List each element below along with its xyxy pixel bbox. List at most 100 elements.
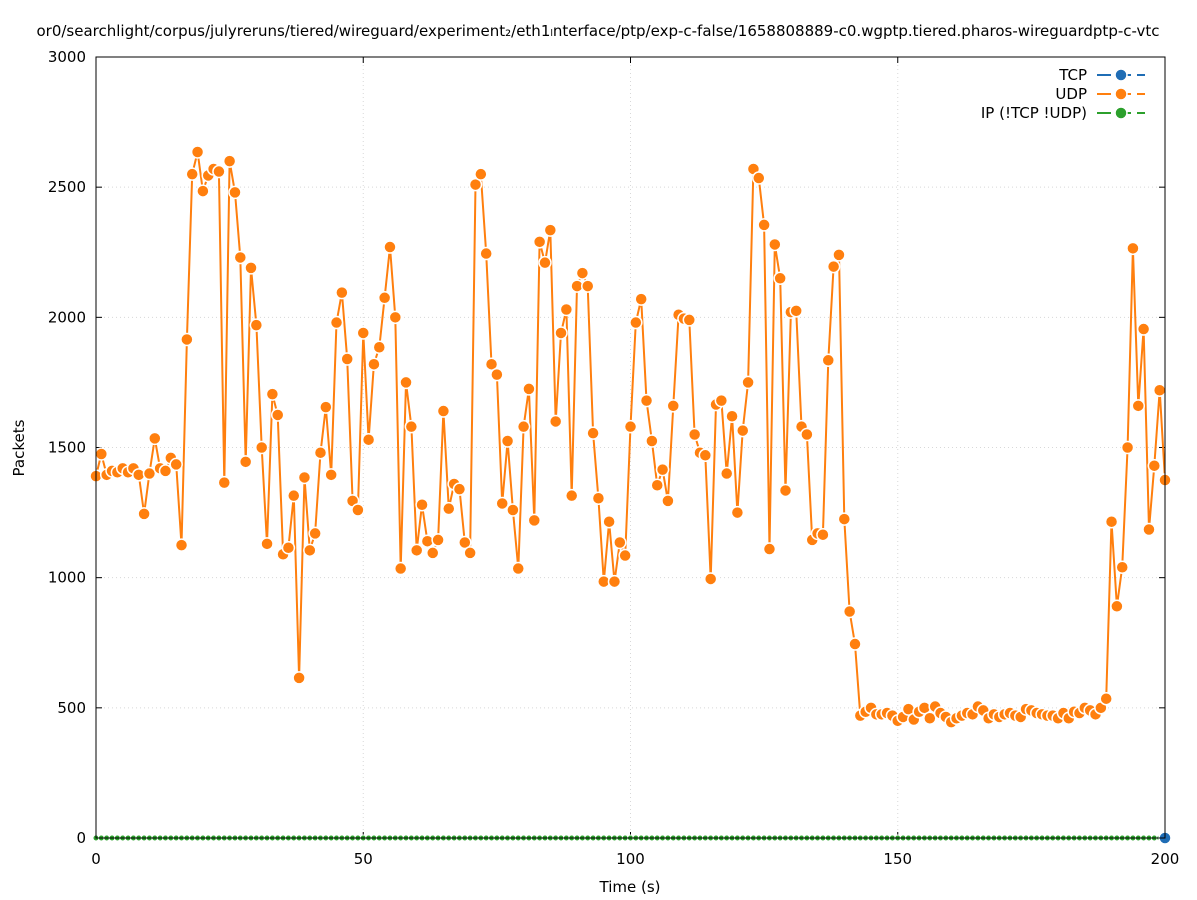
- legend-label: IP (!TCP !UDP): [981, 104, 1087, 122]
- data-point: [228, 185, 242, 200]
- data-point: [645, 434, 659, 448]
- series-1: [89, 145, 1172, 729]
- legend-label: TCP: [1058, 66, 1087, 84]
- data-point: [297, 470, 312, 485]
- data-point: [837, 512, 852, 526]
- data-point: [452, 482, 467, 496]
- data-point: [591, 491, 606, 506]
- legend-swatch-marker: [1114, 87, 1128, 101]
- legend-swatch-marker: [1114, 68, 1128, 82]
- data-point: [543, 223, 558, 237]
- y-tick-label: 1500: [48, 439, 86, 457]
- data-point: [725, 409, 739, 424]
- data-point: [180, 332, 194, 347]
- data-point: [687, 427, 702, 442]
- data-point: [238, 455, 253, 469]
- data-point: [303, 543, 317, 558]
- data-point: [522, 382, 536, 396]
- data-point: [442, 501, 456, 516]
- data-point: [356, 326, 370, 340]
- data-point: [655, 462, 670, 477]
- data-point: [351, 503, 365, 517]
- data-point: [388, 310, 403, 325]
- data-point: [383, 240, 397, 254]
- data-point: [479, 246, 493, 261]
- data-point: [436, 404, 451, 418]
- data-point: [602, 514, 616, 529]
- data-point: [1120, 440, 1135, 455]
- data-point: [842, 604, 857, 619]
- data-point: [532, 235, 547, 249]
- data-point: [613, 535, 627, 550]
- data-point: [1142, 522, 1156, 537]
- y-tick-label: 3000: [48, 48, 86, 66]
- data-point: [142, 466, 157, 481]
- data-point: [94, 447, 109, 461]
- data-point: [474, 167, 488, 181]
- data-point: [270, 408, 285, 422]
- data-point: [377, 291, 392, 305]
- data-point: [137, 507, 151, 521]
- data-point: [730, 505, 745, 520]
- data-point: [484, 357, 499, 371]
- x-tick-label: 0: [91, 850, 101, 868]
- data-point: [580, 279, 595, 293]
- data-point: [629, 315, 643, 330]
- data-point: [682, 313, 697, 327]
- data-point: [1131, 399, 1146, 413]
- y-tick-label: 1000: [48, 569, 86, 587]
- data-point: [185, 167, 199, 181]
- data-point: [254, 440, 269, 455]
- data-point: [848, 637, 862, 651]
- data-point: [714, 393, 729, 408]
- y-tick-label: 0: [76, 829, 86, 847]
- data-point: [773, 271, 787, 286]
- legend-swatch-marker: [1114, 106, 1128, 120]
- y-tick-label: 500: [57, 699, 86, 717]
- x-axis-label: Time (s): [599, 878, 661, 896]
- data-point: [832, 248, 846, 262]
- data-point: [468, 177, 483, 192]
- y-tick-label: 2000: [48, 308, 86, 326]
- data-point: [324, 468, 338, 482]
- data-point: [618, 548, 632, 563]
- data-point: [249, 318, 264, 332]
- data-point: [538, 255, 552, 270]
- x-tick-label: 50: [354, 850, 373, 868]
- data-point: [623, 419, 638, 434]
- data-point: [148, 431, 162, 446]
- data-point: [308, 526, 322, 541]
- data-point: [244, 261, 258, 275]
- data-point: [548, 414, 563, 429]
- data-point: [586, 426, 600, 440]
- data-point: [190, 145, 205, 159]
- data-point: [458, 535, 472, 550]
- chart-title: or0/searchlight/corpus/julyreruns/tiered…: [36, 22, 1159, 40]
- data-point: [719, 466, 734, 481]
- data-point: [399, 375, 413, 390]
- data-point: [816, 527, 830, 542]
- data-point: [319, 400, 333, 414]
- data-point: [415, 498, 429, 512]
- data-point: [821, 353, 836, 368]
- data-point: [1110, 599, 1124, 614]
- plot-frame: [95, 56, 1166, 839]
- y-axis-label: Packets: [10, 419, 28, 476]
- data-point: [1126, 241, 1140, 256]
- data-point: [425, 546, 440, 560]
- data-point: [506, 503, 520, 517]
- data-point: [1104, 514, 1119, 529]
- data-point: [463, 546, 477, 560]
- legend-label: UDP: [1055, 85, 1087, 103]
- data-point: [666, 399, 681, 413]
- data-point: [757, 218, 771, 232]
- data-point: [1152, 383, 1167, 397]
- data-point: [800, 427, 814, 442]
- data-point: [313, 445, 328, 460]
- x-tick-label: 150: [883, 850, 912, 868]
- data-point: [735, 423, 750, 438]
- data-point: [158, 464, 173, 478]
- data-point: [575, 266, 590, 280]
- data-point: [196, 184, 210, 198]
